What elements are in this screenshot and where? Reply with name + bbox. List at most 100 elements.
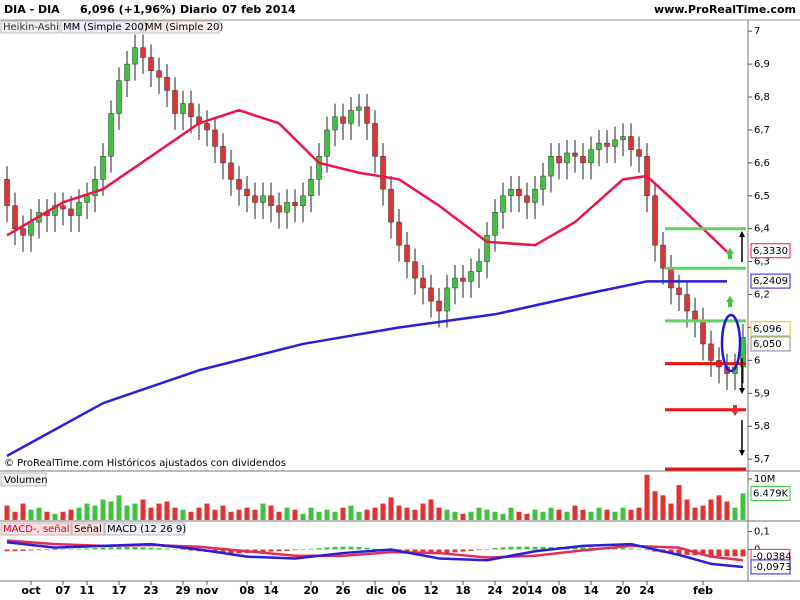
candle-body (636, 149, 642, 157)
candle-body (204, 123, 210, 131)
macd-histogram-bar (60, 549, 66, 550)
volume-bar (332, 511, 338, 520)
candle-body (444, 287, 450, 312)
y-tick-label: 5,7 (754, 454, 770, 465)
candle-body (236, 179, 242, 190)
x-tick-label: 24 (639, 584, 655, 597)
candle-body (668, 267, 674, 289)
volume-bar (92, 505, 98, 520)
y-tick-label: 6,7 (754, 125, 770, 136)
volume-bar (324, 509, 330, 520)
x-tick-label: feb (693, 584, 713, 597)
x-tick-label: 14 (583, 584, 599, 597)
macd-histogram-bar (76, 548, 82, 550)
panel-title: Volumen (4, 475, 48, 486)
value-tag-label: 6,050 (753, 339, 782, 350)
macd-histogram-bar (700, 549, 706, 556)
y-tick-label: 6,8 (754, 92, 770, 103)
value-tag-label: 6.479K (753, 488, 789, 499)
candle-body (252, 195, 258, 203)
macd-histogram-bar (572, 547, 578, 550)
candle-body (484, 235, 490, 262)
candle-body (348, 109, 354, 124)
volume-bar (644, 474, 650, 520)
value-tag-label: 6,2409 (753, 276, 788, 287)
candle-body (652, 195, 658, 246)
macd-histogram-bar (708, 549, 714, 556)
candle-body (708, 343, 714, 361)
legend-box (0, 472, 47, 487)
macd-histogram-bar (172, 549, 178, 550)
period: Diario (180, 3, 218, 16)
y-tick-label: 5,9 (754, 388, 770, 399)
macd-histogram-bar (452, 549, 458, 553)
volume-bar (580, 509, 586, 520)
candle-body (388, 188, 394, 223)
macd-histogram-bar (100, 547, 106, 550)
volume-bar (260, 503, 266, 520)
macd-histogram-bar (164, 548, 170, 550)
line-series (6, 108, 728, 253)
volume-bar (204, 503, 210, 520)
volume-bar (700, 505, 706, 520)
macd-histogram-bar (524, 546, 530, 550)
candle-body (540, 175, 546, 190)
macd-histogram-bar (740, 549, 746, 557)
macd-histogram-bar (492, 548, 498, 550)
volume-bar (180, 509, 186, 520)
candle-body (372, 123, 378, 157)
value-tag (750, 559, 791, 575)
candle-body (28, 221, 34, 236)
value-tag-label: 6,096 (753, 324, 782, 335)
volume-bar (172, 507, 178, 520)
candle-body (172, 90, 178, 114)
quote: 6,096 (+1,96%) (80, 3, 176, 16)
macd-histogram-bar (724, 549, 730, 557)
candle-body (12, 205, 18, 229)
macd-histogram-bar (52, 549, 58, 550)
candle-body (228, 162, 234, 180)
volume-bar (604, 509, 610, 520)
volume-bar (148, 507, 154, 520)
volume-bar (620, 507, 626, 520)
macd-histogram-bar (364, 547, 370, 550)
macd-histogram-bar (372, 548, 378, 550)
volume-bar (540, 511, 546, 520)
candle-body (572, 152, 578, 157)
volume-bar (348, 505, 354, 520)
volume-bar (668, 503, 674, 520)
volume-bar (428, 499, 434, 520)
macd-histogram-bar (36, 549, 42, 551)
candle-body (164, 77, 170, 91)
candle-body (468, 271, 474, 282)
volume-bar (100, 499, 106, 520)
candle-body (396, 221, 402, 246)
macd-histogram-bar (516, 546, 522, 550)
volume-bar (484, 509, 490, 520)
volume-bar (116, 495, 122, 520)
volume-bar (412, 509, 418, 520)
macd-histogram-bar (532, 546, 538, 550)
volume-bar (732, 507, 738, 520)
volume-bar (140, 499, 146, 520)
volume-bar (268, 505, 274, 520)
volume-bar (44, 511, 50, 520)
value-tag-label: -0,0973 (753, 562, 792, 573)
candle-body (380, 156, 386, 190)
macd-histogram-bar (108, 547, 114, 550)
volume-bar (588, 511, 594, 520)
arrow-head (739, 388, 745, 394)
volume-bar (404, 507, 410, 520)
x-tick-label: 29 (175, 584, 190, 597)
volume-bar (372, 507, 378, 520)
macd-histogram-bar (716, 549, 722, 557)
candle-body (476, 261, 482, 272)
candle-body (108, 113, 114, 157)
candle-body (660, 244, 666, 269)
volume-bar (396, 505, 402, 520)
y-tick-label: 6,2 (754, 290, 770, 301)
macd-histogram-bar (644, 549, 650, 551)
volume-bar (12, 511, 18, 520)
x-tick-label: 18 (455, 584, 470, 597)
x-tick-label: 14 (263, 584, 279, 597)
